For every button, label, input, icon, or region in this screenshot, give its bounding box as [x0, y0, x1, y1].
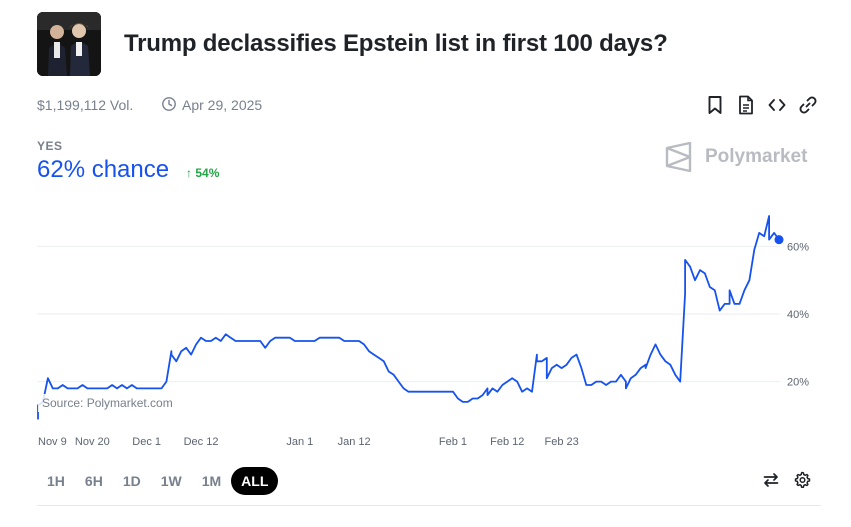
document-icon[interactable] — [737, 95, 755, 115]
up-arrow-icon: ↑ — [186, 166, 192, 180]
end-date-text: Apr 29, 2025 — [182, 97, 263, 113]
volume-text: $1,199,112 Vol. — [37, 97, 134, 113]
range-1h-button[interactable]: 1H — [47, 473, 65, 489]
x-tick-label: Jan 12 — [338, 436, 371, 448]
x-tick-label: Nov 20 — [75, 436, 110, 448]
x-tick-label: Feb 12 — [490, 436, 524, 448]
gear-icon[interactable] — [793, 471, 811, 494]
chance-value: 62% chance — [37, 156, 170, 183]
change-badge: ↑ 54% — [186, 166, 219, 180]
latest-point — [774, 235, 784, 245]
x-tick-label: Dec 12 — [184, 436, 219, 448]
range-1w-button[interactable]: 1W — [160, 473, 182, 489]
market-title: Trump declassifies Epstein list in first… — [124, 30, 668, 57]
clock-icon — [162, 97, 176, 111]
link-icon[interactable] — [798, 95, 818, 115]
series-line — [37, 215, 780, 420]
code-icon[interactable] — [767, 95, 787, 115]
change-value: 54% — [195, 166, 220, 180]
y-tick-label: 40% — [787, 309, 809, 321]
x-tick-label: Nov 9 — [38, 436, 67, 448]
time-range-selector: 1H 6H 1D 1W 1M ALL — [37, 467, 279, 495]
market-photo — [37, 12, 101, 76]
x-tick-label: Feb 23 — [545, 436, 579, 448]
divider — [37, 505, 821, 506]
range-1m-button[interactable]: 1M — [201, 473, 222, 489]
price-chart[interactable]: 20% 40% 60% Nov 9 Nov 20 Dec 1 Dec 12 Jan 1 Jan … — [0, 200, 851, 460]
brand-name: Polymarket — [705, 146, 808, 167]
swap-arrows-icon[interactable] — [762, 471, 780, 494]
x-tick-label: Jan 1 — [286, 436, 313, 448]
chart-source: Source: Polymarket.com — [38, 394, 177, 412]
bookmark-icon[interactable] — [706, 95, 724, 115]
x-tick-label: Feb 1 — [439, 436, 467, 448]
range-6h-button[interactable]: 6H — [84, 473, 103, 489]
outcome-label: YES — [37, 139, 63, 153]
market-thumbnail — [37, 12, 101, 76]
y-tick-label: 20% — [787, 377, 809, 389]
range-all-button[interactable]: ALL — [231, 467, 279, 495]
x-tick-label: Dec 1 — [132, 436, 161, 448]
range-1d-button[interactable]: 1D — [122, 473, 141, 489]
y-tick-label: 60% — [787, 241, 809, 253]
polymarket-logo-icon — [665, 142, 692, 173]
